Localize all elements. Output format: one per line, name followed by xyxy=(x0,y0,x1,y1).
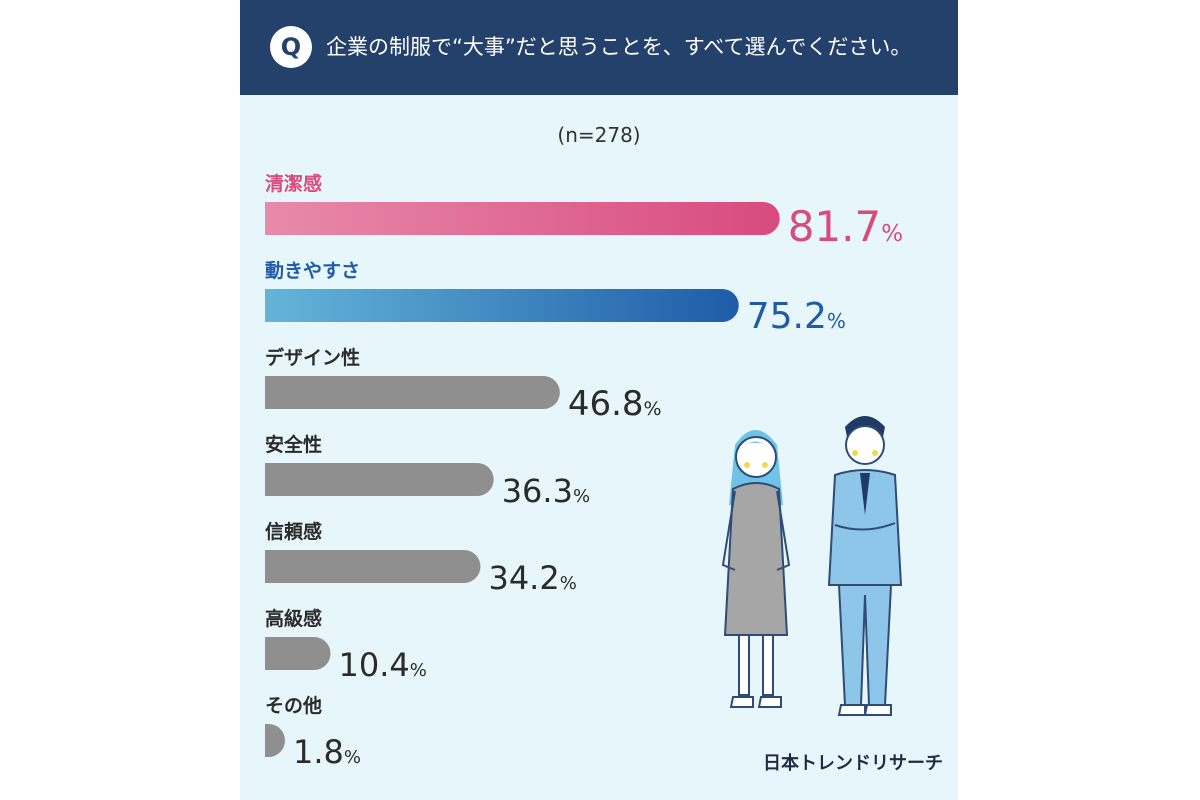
infographic-panel: Q 企業の制服で“大事”だと思うことを、すべて選んでください。 (n=278) … xyxy=(240,0,958,800)
value-number: 1.8 xyxy=(293,733,344,771)
value-label: 34.2% xyxy=(488,559,576,597)
man-figure xyxy=(827,416,903,716)
bar xyxy=(265,202,780,235)
question-text: 企業の制服で“大事”だと思うことを、すべて選んでください。 xyxy=(326,35,912,59)
question-badge: Q xyxy=(270,26,312,68)
value-label: 81.7% xyxy=(788,202,903,251)
percent-unit: % xyxy=(573,486,590,507)
bar xyxy=(265,376,560,409)
value-number: 75.2 xyxy=(747,296,827,337)
bar xyxy=(265,550,481,583)
woman-figure xyxy=(721,430,791,708)
bar xyxy=(265,724,285,757)
value-number: 36.3 xyxy=(502,472,573,510)
percent-unit: % xyxy=(410,660,427,681)
category-label: 信頼感 xyxy=(265,520,322,543)
value-label: 1.8% xyxy=(293,733,361,771)
percent-unit: % xyxy=(644,398,662,420)
percent-unit: % xyxy=(344,747,361,768)
value-number: 10.4 xyxy=(339,646,410,684)
bar-chart: 清潔感 81.7% 動きやすさ 75.2% デザイン性 46.8% 安全性 36.3% 信頼感 3… xyxy=(265,172,903,771)
category-label: 清潔感 xyxy=(265,172,322,195)
category-label: 安全性 xyxy=(265,433,322,456)
value-label: 46.8% xyxy=(568,384,662,424)
category-label: その他 xyxy=(265,694,322,717)
value-number: 46.8 xyxy=(568,384,644,424)
percent-unit: % xyxy=(881,221,903,247)
percent-unit: % xyxy=(827,309,846,333)
value-label: 75.2% xyxy=(747,296,846,337)
category-label: 高級感 xyxy=(265,607,322,630)
category-label: デザイン性 xyxy=(265,346,360,369)
value-label: 36.3% xyxy=(502,472,590,510)
category-label: 動きやすさ xyxy=(265,260,360,282)
bar xyxy=(265,637,331,670)
percent-unit: % xyxy=(560,573,577,594)
sample-size: (n=278) xyxy=(557,123,641,147)
uniform-people-illustration xyxy=(721,416,903,716)
value-number: 81.7 xyxy=(788,202,882,251)
bar xyxy=(265,289,739,322)
question-header: Q 企業の制服で“大事”だと思うことを、すべて選んでください。 xyxy=(240,0,958,95)
value-number: 34.2 xyxy=(488,559,559,597)
brand-logo: 日本トレンドリサーチ xyxy=(763,753,943,774)
value-label: 10.4% xyxy=(339,646,427,684)
bar xyxy=(265,463,494,496)
